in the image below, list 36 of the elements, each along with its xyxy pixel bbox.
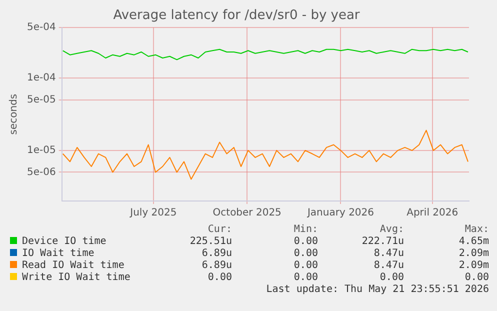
chart-title: Average latency for /dev/sr0 - by year [113, 8, 360, 24]
legend-label: Read IO Wait time [21, 260, 126, 272]
y-tick-label: 5e-05 [26, 94, 56, 106]
y-tick-label: 5e-04 [26, 22, 56, 34]
text: 0.00 [206, 272, 232, 284]
x-tick-label: January 2026 [306, 208, 374, 219]
y-axis-title: seconds [8, 94, 20, 135]
text: 6.89u [200, 260, 232, 272]
x-tick-label: April 2026 [406, 208, 458, 219]
text: 8.47u [372, 248, 404, 260]
text: 2.09m [458, 260, 489, 272]
text: 2.09m [458, 248, 489, 260]
text: 0.00 [292, 272, 318, 284]
text: Cur: [206, 224, 232, 236]
y-tick-label: 1e-04 [26, 72, 56, 84]
y-tick-label: 1e-05 [26, 145, 56, 156]
text: Min: [292, 224, 318, 236]
text: Max: [464, 224, 489, 236]
text: 222.71u [360, 236, 404, 248]
text: 0.00 [292, 236, 318, 248]
text: 8.47u [372, 260, 404, 272]
legend-label: Device IO time [21, 236, 108, 248]
legend-label: IO Wait time [21, 248, 96, 260]
text: 0.00 [464, 272, 489, 284]
text: 6.89u [200, 248, 232, 260]
text: 0.00 [378, 272, 404, 284]
y-tick-label: 5e-06 [26, 166, 56, 178]
text: 4.65m [458, 236, 489, 248]
legend-label: Write IO Wait time [21, 272, 132, 284]
text: 0.00 [292, 260, 318, 272]
text: 0.00 [292, 248, 318, 260]
x-tick-label: July 2025 [129, 208, 177, 219]
text: Avg: [378, 224, 404, 236]
text: Last update: Thu May 21 23:55:51 2026 [265, 284, 489, 296]
x-tick-label: October 2025 [212, 208, 282, 219]
text: 225.51u [188, 236, 232, 248]
